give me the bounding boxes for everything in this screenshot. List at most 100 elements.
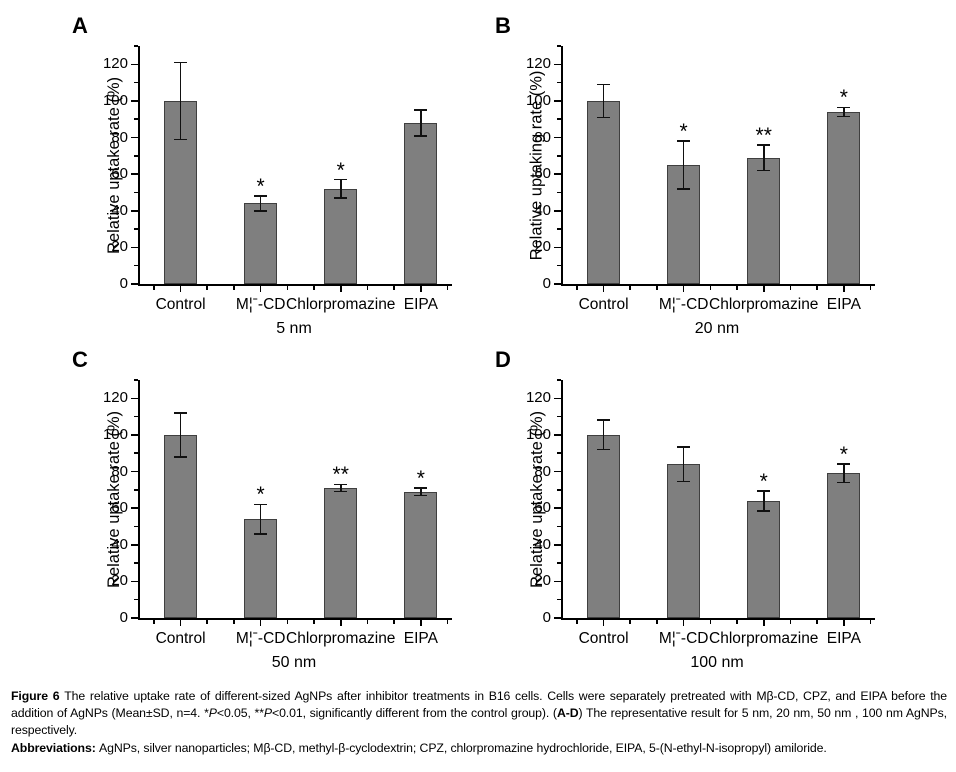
error-bar-cap-bottom [254, 209, 268, 212]
caption-segment: AgNPs, silver nanoparticles; Mβ-CD, meth… [99, 740, 827, 755]
x-axis-tick [339, 618, 342, 626]
y-axis-tick [554, 136, 561, 139]
x-axis-tick [179, 618, 182, 626]
y-axis-tick [131, 507, 138, 509]
x-axis-tick [420, 284, 422, 292]
x-axis-minor-tick [736, 284, 738, 290]
y-axis-tick [131, 283, 138, 285]
x-category-label: Control [155, 630, 206, 647]
x-category-label: Chlorpromazine [709, 296, 819, 313]
x-axis-minor-tick [313, 284, 315, 290]
y-axis-minor-tick [557, 489, 561, 491]
error-bar-line [843, 464, 845, 483]
y-axis-minor-tick [134, 81, 138, 84]
x-axis-minor-tick [629, 284, 632, 290]
y-tick-label: 40 [111, 201, 128, 219]
plot-area: 0 20 40 60 80 100 120 Control * M¦ˉ-CD ** Chlorprom… [526, 45, 875, 313]
error-bar-cap-top [677, 446, 691, 448]
error-bar-cap-bottom [597, 448, 611, 451]
error-bar-line [682, 446, 685, 482]
x-axis-minor-tick [816, 284, 818, 290]
error-bar-cap-bottom [677, 188, 691, 190]
y-tick-label: 100 [525, 425, 551, 443]
x-axis-minor-tick [313, 618, 315, 624]
error-bar-cap-top [597, 419, 611, 422]
error-bar-cap-top [334, 483, 348, 486]
error-bar-line [762, 144, 765, 171]
error-bar-line [259, 504, 262, 534]
x-axis-minor-tick [789, 618, 792, 624]
x-category-label: Chlorpromazine [286, 630, 396, 647]
x-axis-tick [843, 618, 845, 626]
chart-panel-d: D Relative uptake rate (%) 0 20 40 60 80 100 1… [478, 342, 918, 672]
error-bar-line [843, 107, 845, 117]
error-bar-cap-bottom [837, 115, 851, 118]
bar [324, 188, 358, 284]
error-bar-cap-bottom [174, 456, 188, 458]
y-axis-minor-tick [557, 415, 561, 418]
y-tick-label: 100 [102, 425, 128, 443]
error-bar-cap-bottom [757, 510, 771, 512]
panel-label: D [495, 347, 511, 372]
error-bar-cap-top [677, 140, 691, 142]
y-tick-label: 120 [102, 55, 128, 73]
error-bar-cap-top [757, 144, 771, 146]
y-tick-label: 120 [525, 389, 551, 407]
x-category-label: M¦ˉ-CD [658, 630, 709, 647]
error-bar-line [420, 488, 422, 496]
x-axis-tick [762, 284, 765, 292]
panel-label: B [495, 13, 511, 38]
x-axis-minor-tick [576, 284, 578, 290]
error-bar-cap-top [837, 463, 851, 465]
x-axis-minor-tick [366, 284, 369, 290]
x-axis-minor-tick [206, 284, 209, 290]
y-axis-minor-tick [557, 118, 561, 121]
x-axis-minor-tick [736, 618, 738, 624]
y-axis-tick [554, 470, 561, 473]
x-category-label: EIPA [403, 630, 438, 647]
x-axis-minor-tick [233, 284, 235, 290]
x-axis-minor-tick [286, 284, 289, 290]
y-axis-tick [554, 283, 561, 285]
y-tick-label: 40 [534, 201, 551, 219]
error-bar-cap-bottom [757, 169, 771, 172]
caption-segment: Figure 6 [11, 689, 65, 703]
y-axis-minor-tick [134, 264, 138, 267]
y-tick-label: 60 [534, 165, 551, 183]
x-axis-minor-tick [153, 284, 155, 290]
y-axis-tick [554, 246, 561, 249]
x-axis-tick [762, 618, 765, 626]
caption-segment: Abbreviations: [11, 740, 100, 755]
error-bar-cap-top [414, 109, 428, 111]
y-tick-label: 20 [534, 572, 551, 590]
significance-marker: * [256, 175, 265, 199]
significance-marker: ** [755, 123, 772, 147]
error-bar-cap-bottom [254, 532, 268, 535]
error-bar-cap-top [414, 487, 428, 489]
y-tick-label: 120 [525, 55, 551, 73]
x-axis-minor-tick [393, 284, 395, 290]
x-axis-title: 20 nm [694, 320, 740, 337]
bar [164, 434, 198, 618]
y-tick-label: 80 [534, 128, 551, 146]
x-axis-minor-tick [656, 284, 658, 290]
x-axis-minor-tick [576, 618, 578, 624]
y-axis-minor-tick [134, 525, 138, 528]
bar [747, 157, 781, 284]
x-axis-minor-tick [206, 618, 209, 624]
y-axis-minor-tick [557, 81, 561, 84]
y-axis-minor-tick [134, 415, 138, 418]
x-axis-tick [843, 284, 845, 292]
x-axis-title: 100 nm [690, 654, 744, 671]
figure-caption: Figure 6 The relative uptake rate of dif… [11, 688, 947, 757]
plot-area: 0 20 40 60 80 100 120 Control * M¦ˉ-CD * Chlorproma… [103, 45, 452, 313]
x-axis-tick [602, 618, 605, 626]
y-axis-tick [131, 580, 138, 583]
error-bar-cap-bottom [334, 490, 348, 493]
y-tick-label: 120 [102, 389, 128, 407]
x-axis-tick [179, 284, 182, 292]
x-axis-minor-tick [153, 618, 155, 624]
error-bar-cap-top [334, 178, 348, 181]
error-bar-line [602, 84, 605, 118]
x-category-label: M¦ˉ-CD [235, 296, 286, 313]
